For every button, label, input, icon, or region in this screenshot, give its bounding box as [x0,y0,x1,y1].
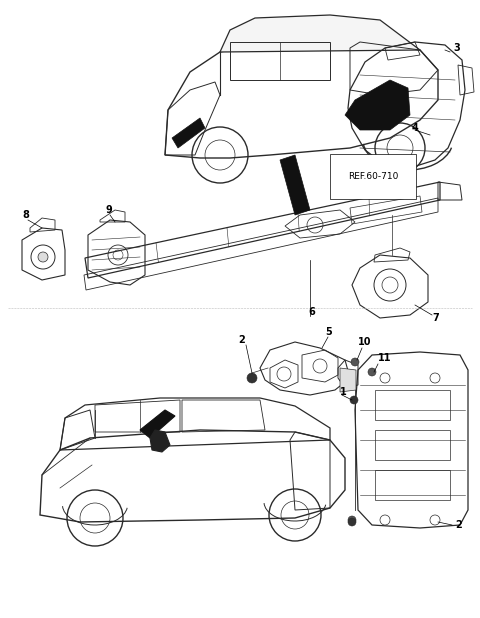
Text: REF.60-710: REF.60-710 [348,172,398,181]
Polygon shape [150,430,170,452]
Polygon shape [345,80,410,130]
Circle shape [38,252,48,262]
Circle shape [368,368,376,376]
Circle shape [247,373,257,383]
Text: 1: 1 [340,387,347,397]
Text: 5: 5 [325,327,332,337]
Text: 7: 7 [432,313,439,323]
Text: 6: 6 [308,307,315,317]
Circle shape [350,396,358,404]
Polygon shape [172,118,205,148]
Polygon shape [140,410,175,438]
Text: 2: 2 [455,520,462,530]
Text: 3: 3 [453,43,460,53]
Text: 8: 8 [22,210,29,220]
Circle shape [348,518,356,526]
Circle shape [348,516,356,524]
Text: 10: 10 [358,337,372,347]
Text: 4: 4 [412,123,419,133]
Text: 9: 9 [105,205,112,215]
Text: 2: 2 [238,335,245,345]
Polygon shape [280,155,310,215]
Text: 11: 11 [378,353,392,363]
Circle shape [351,358,359,366]
Polygon shape [220,15,420,52]
Polygon shape [340,368,356,392]
